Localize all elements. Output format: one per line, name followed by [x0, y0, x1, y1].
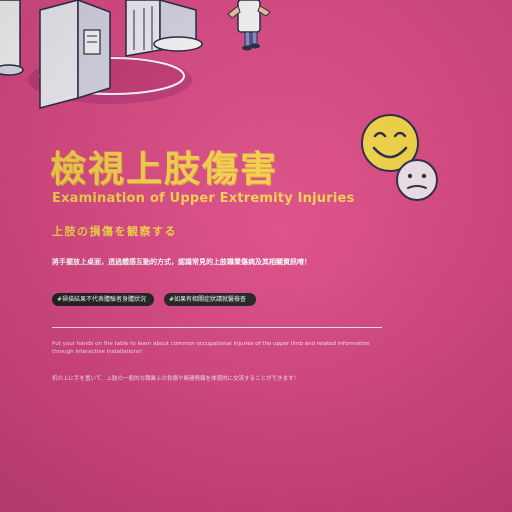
title-chinese: 檢視上肢傷害	[50, 149, 279, 190]
smiley-face-icon	[361, 114, 419, 172]
title-english: Examination of Upper Extremity Injuries	[52, 191, 355, 206]
title-japanese: 上肢の損傷を観察する	[52, 225, 177, 238]
tag-medical-advice: #如果有相關症狀請就醫檢查	[164, 293, 256, 306]
description-english: Put your hands on the table to learn abo…	[52, 341, 370, 355]
pillar-left	[0, 0, 21, 71]
museum-illustration	[0, 0, 271, 109]
kiosk-1-front	[39, 0, 79, 109]
neutral-face-icon	[396, 159, 438, 201]
kiosk-2-front	[125, 0, 161, 57]
kiosk-2-base	[153, 36, 203, 52]
emoji-faces	[361, 114, 438, 201]
description-japanese: 机の上に手を置いて、上肢の一般的な職業上の負傷や関連情報を体感的に交流することが…	[52, 376, 300, 382]
tag-disclaimer: #掃描結果不代表體驗者身體狀況	[52, 293, 154, 306]
instruction-chinese: 將手擺放上桌面，透過體感互動的方式，認識常見的上肢職業傷病及其相關資訊唷！	[52, 258, 311, 266]
divider-line	[52, 327, 382, 328]
pillar-left-base	[0, 64, 24, 76]
person-figure	[227, 0, 271, 51]
